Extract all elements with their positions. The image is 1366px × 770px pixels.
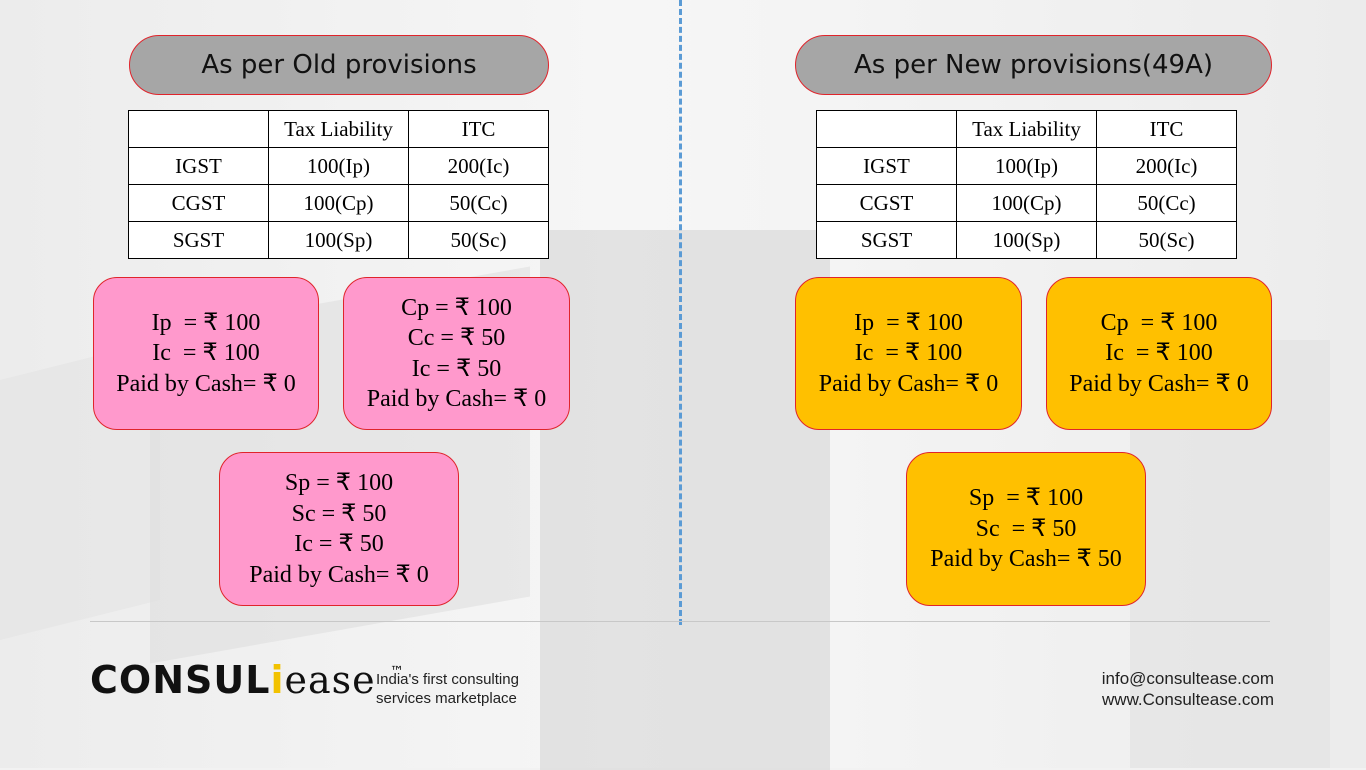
- table-row: CGST 100(Cp) 50(Cc): [816, 184, 1237, 222]
- table-cell: 100(Sp): [268, 221, 409, 259]
- footer-rule: [90, 621, 1270, 622]
- background-building: [540, 230, 830, 770]
- table-row: SGST 100(Sp) 50(Sc): [128, 221, 549, 259]
- logo-wordmark: CONSULiease: [90, 658, 390, 702]
- new-provisions-title: As per New provisions(49A): [795, 35, 1272, 95]
- table-cell: IGST: [816, 147, 957, 185]
- table-header-row: Tax Liability ITC: [128, 110, 549, 148]
- table-cell: IGST: [128, 147, 269, 185]
- table-cell: [128, 110, 269, 148]
- logo-text-consul: CONSUL: [90, 658, 271, 702]
- calc-line: Cp = ₹ 100: [401, 294, 512, 321]
- table-row: SGST 100(Sp) 50(Sc): [816, 221, 1237, 259]
- calc-line: Ip = ₹ 100: [854, 309, 963, 336]
- old-provisions-title: As per Old provisions: [129, 35, 549, 95]
- old-cgst-calc-box: Cp = ₹ 100 Cc = ₹ 50 Ic = ₹ 50 Paid by C…: [343, 277, 570, 430]
- new-igst-calc-box: Ip = ₹ 100 Ic = ₹ 100 Paid by Cash= ₹ 0: [795, 277, 1022, 430]
- table-cell: 50(Sc): [1096, 221, 1237, 259]
- table-cell: 50(Cc): [408, 184, 549, 222]
- calc-line: Ic = ₹ 50: [411, 355, 502, 382]
- tagline: India's first consulting services market…: [376, 670, 519, 708]
- table-row: IGST 100(Ip) 200(Ic): [128, 147, 549, 185]
- table-cell: 100(Cp): [956, 184, 1097, 222]
- table-cell: SGST: [816, 221, 957, 259]
- calc-line: Paid by Cash= ₹ 50: [930, 546, 1122, 573]
- table-row: IGST 100(Ip) 200(Ic): [816, 147, 1237, 185]
- table-cell: SGST: [128, 221, 269, 259]
- table-cell: 50(Sc): [408, 221, 549, 259]
- calc-line: Ic = ₹ 50: [294, 531, 384, 557]
- calc-line: Paid by Cash= ₹ 0: [116, 370, 296, 397]
- calc-line: Paid by Cash= ₹ 0: [366, 386, 547, 412]
- calc-line: Sp = ₹ 100: [284, 470, 394, 496]
- email-link[interactable]: info@consultease.com: [1101, 669, 1274, 688]
- table-cell: ITC: [408, 110, 549, 148]
- logo-text-ease: ease: [284, 658, 376, 702]
- new-provisions-table: Tax Liability ITC IGST 100(Ip) 200(Ic) C…: [816, 110, 1237, 259]
- table-cell: 200(Ic): [1096, 147, 1237, 185]
- table-cell: CGST: [128, 184, 269, 222]
- table-cell: 50(Cc): [1096, 184, 1237, 222]
- calc-line: Cc = ₹ 50: [407, 325, 506, 351]
- consultease-logo: CONSULiease ™: [90, 658, 404, 702]
- old-provisions-title-text: As per Old provisions: [201, 50, 477, 80]
- table-row: CGST 100(Cp) 50(Cc): [128, 184, 549, 222]
- calc-line: Paid by Cash= ₹ 0: [1069, 370, 1249, 397]
- new-sgst-calc-box: Sp = ₹ 100 Sc = ₹ 50 Paid by Cash= ₹ 50: [906, 452, 1146, 606]
- logo-text-i: i: [270, 658, 285, 702]
- old-provisions-table: Tax Liability ITC IGST 100(Ip) 200(Ic) C…: [128, 110, 549, 259]
- old-igst-calc-box: Ip = ₹ 100 Ic = ₹ 100 Paid by Cash= ₹ 0: [93, 277, 319, 430]
- calc-line: Ic = ₹ 100: [1105, 340, 1213, 367]
- calc-line: Ip = ₹ 100: [151, 309, 261, 336]
- calc-line: Paid by Cash= ₹ 0: [249, 561, 429, 588]
- table-cell: 100(Cp): [268, 184, 409, 222]
- calc-line: Sc = ₹ 50: [291, 500, 387, 527]
- table-cell: 100(Sp): [956, 221, 1097, 259]
- table-cell: 200(Ic): [408, 147, 549, 185]
- calc-line: Ic = ₹ 100: [854, 340, 963, 367]
- calc-line: Sp = ₹ 100: [968, 485, 1084, 512]
- table-header-row: Tax Liability ITC: [816, 110, 1237, 148]
- table-cell: 100(Ip): [956, 147, 1097, 185]
- website-link[interactable]: www.Consultease.com: [1102, 690, 1274, 709]
- calc-line: Sc = ₹ 50: [975, 515, 1077, 542]
- old-sgst-calc-box: Sp = ₹ 100 Sc = ₹ 50 Ic = ₹ 50 Paid by C…: [219, 452, 459, 606]
- table-cell: 100(Ip): [268, 147, 409, 185]
- table-cell: ITC: [1096, 110, 1237, 148]
- new-provisions-title-text: As per New provisions(49A): [853, 50, 1214, 80]
- new-cgst-calc-box: Cp = ₹ 100 Ic = ₹ 100 Paid by Cash= ₹ 0: [1046, 277, 1272, 430]
- tagline-line: services marketplace: [376, 690, 517, 707]
- table-cell: Tax Liability: [268, 110, 409, 148]
- tagline-line: India's first consulting: [376, 671, 519, 688]
- calc-line: Paid by Cash= ₹ 0: [818, 370, 999, 397]
- calc-line: Ic = ₹ 100: [152, 340, 260, 367]
- contact-info: info@consultease.com www.Consultease.com: [1102, 668, 1274, 710]
- calc-line: Cp = ₹ 100: [1100, 309, 1218, 336]
- table-cell: [816, 110, 957, 148]
- table-cell: Tax Liability: [956, 110, 1097, 148]
- trademark-symbol: ™: [389, 664, 404, 680]
- table-cell: CGST: [816, 184, 957, 222]
- center-divider: [679, 0, 682, 625]
